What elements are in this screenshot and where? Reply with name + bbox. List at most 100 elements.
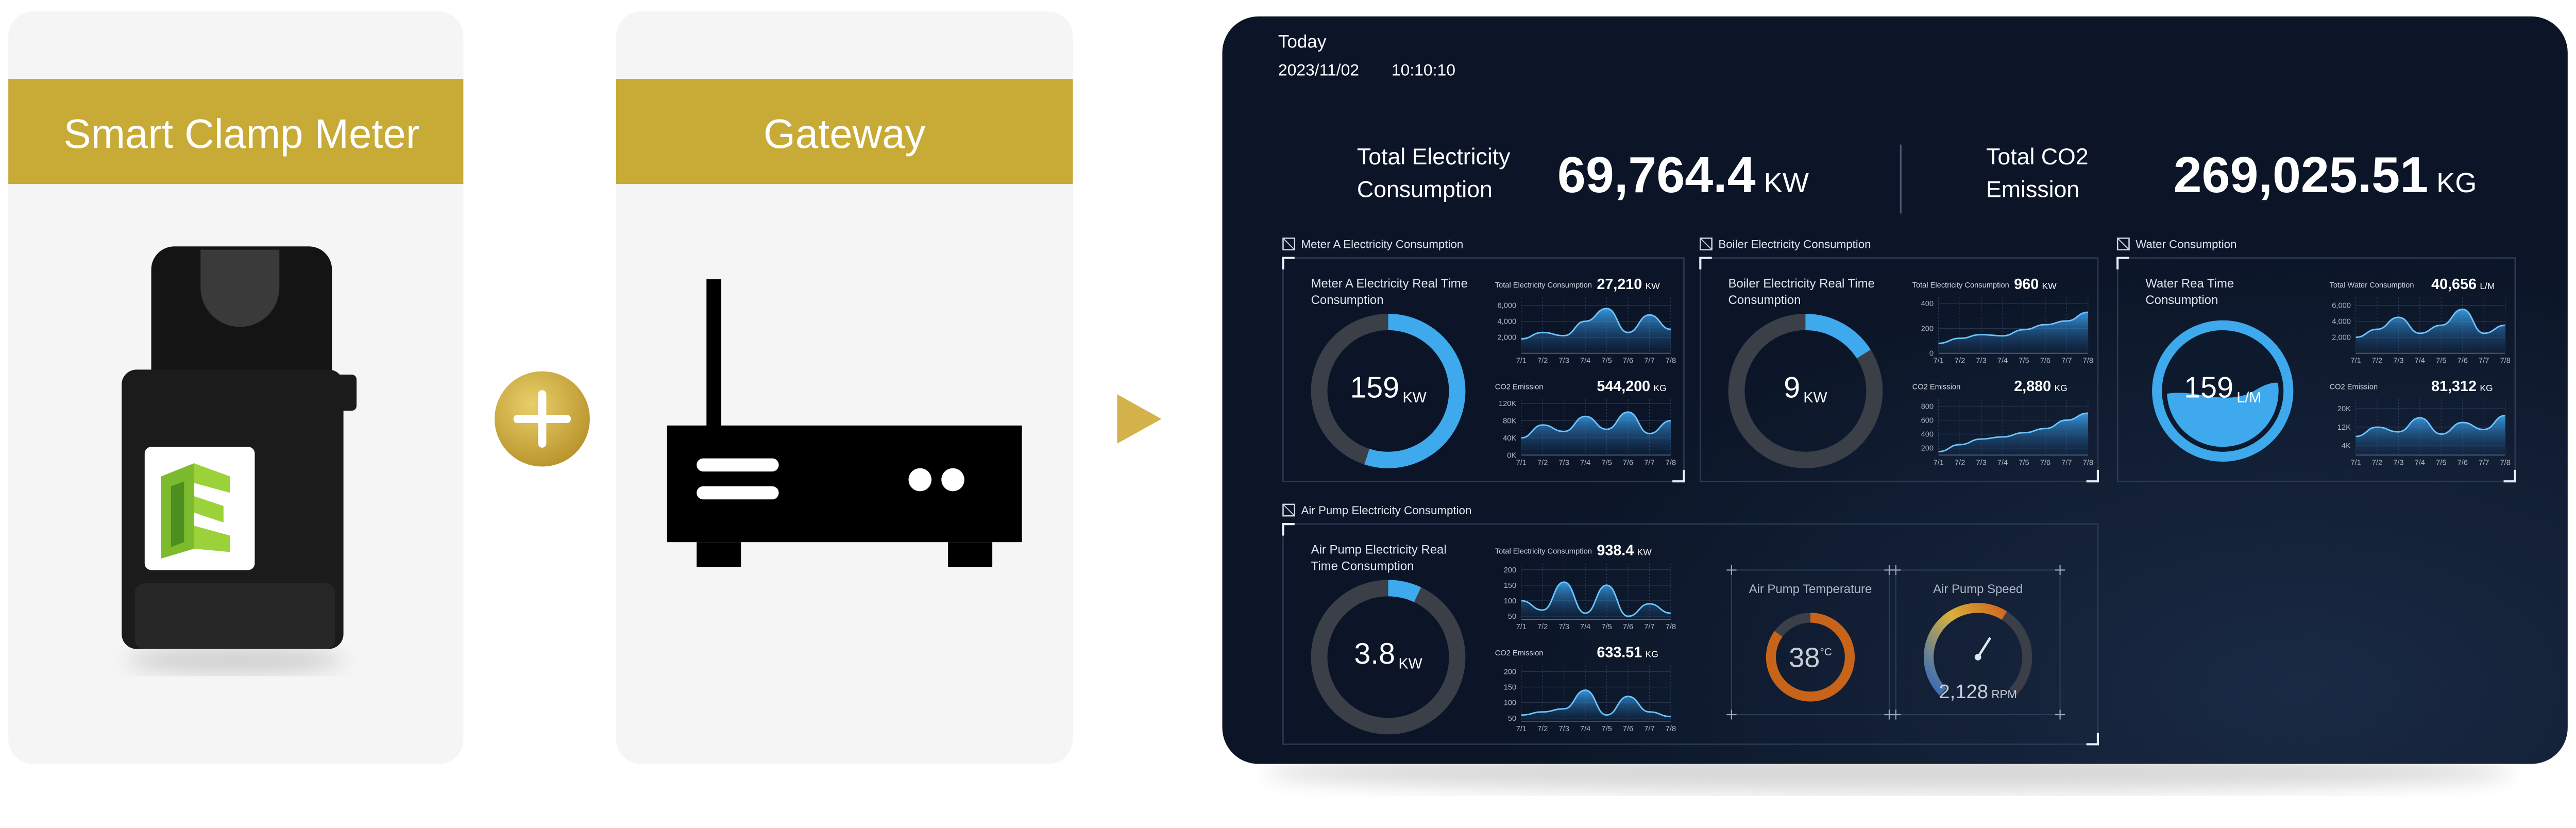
card-title: Smart Clamp Meter	[63, 111, 419, 157]
gauge-box-corner	[1726, 709, 1737, 720]
gauge-number: 3.8	[1354, 637, 1395, 670]
x-tick-label: 7/8	[2500, 459, 2510, 467]
x-tick-label: 7/2	[1537, 459, 1548, 467]
gauge-box-corner	[1891, 709, 1901, 720]
gauge-label: Boiler Electricity Real Time	[1728, 277, 1875, 291]
x-tick-label: 7/7	[2061, 459, 2072, 467]
x-tick-label: 7/7	[1644, 725, 1654, 733]
x-tick-label: 7/7	[1644, 623, 1654, 631]
plus-sign	[513, 390, 571, 448]
gauge-label: Meter A Electricity Real Time	[1311, 277, 1468, 291]
x-tick-label: 7/7	[2479, 459, 2489, 467]
x-tick-label: 7/3	[1976, 459, 1986, 467]
total-unit: KG	[2436, 167, 2477, 198]
y-tick-label: 80K	[1503, 417, 1516, 426]
chart-unit: KG	[2054, 383, 2067, 393]
x-tick-label: 7/1	[1933, 357, 1943, 365]
chart-area	[2355, 309, 2505, 353]
panel-title: Air Pump Electricity Consumption	[1301, 504, 1472, 517]
gauge-unit: KW	[1402, 390, 1426, 406]
gauge-title: Air Pump Speed	[1933, 582, 2023, 596]
x-tick-label: 7/3	[1558, 459, 1569, 467]
chart-label: Total Electricity Consumption	[1495, 281, 1592, 290]
y-tick-label: 150	[1504, 582, 1516, 590]
x-tick-label: 7/2	[1537, 623, 1548, 631]
x-tick-label: 7/2	[2372, 459, 2382, 467]
y-tick-label: 400	[1921, 431, 1934, 439]
x-tick-label: 7/6	[1623, 725, 1633, 733]
chart-label: Total Water Consumption	[2330, 281, 2414, 290]
x-tick-label: 7/4	[2415, 459, 2425, 467]
x-tick-label: 7/3	[1976, 357, 1986, 365]
today-label: Today	[1278, 31, 1327, 52]
chart-area	[1938, 413, 2088, 455]
gauge-box-corner	[2055, 709, 2065, 720]
y-tick-label: 6,000	[2332, 302, 2351, 310]
x-tick-label: 7/2	[1537, 357, 1548, 365]
y-tick-label: 6,000	[1498, 302, 1517, 310]
x-tick-label: 7/4	[2415, 357, 2425, 365]
panel-border	[2116, 257, 2516, 482]
chart-label: Total Electricity Consumption	[1495, 548, 1592, 556]
panel-corner	[2116, 257, 2516, 483]
gauge-number: 159	[2184, 371, 2233, 404]
total-number: 269,025.51	[2174, 146, 2429, 203]
chart-line	[1938, 412, 2088, 452]
gauge-number: 159	[1350, 371, 1399, 404]
y-tick-label: 50	[1508, 613, 1516, 621]
chart-value: 960 KW	[2014, 276, 2057, 293]
gauge-label: Consumption	[1728, 293, 1801, 307]
gauge-label: Water Rea Time	[2145, 277, 2234, 291]
chart-unit: L/M	[2480, 281, 2495, 291]
x-tick-label: 7/8	[1666, 623, 1676, 631]
dashboard-content: Total Electricity Consumption 69,764.4 KW To…	[1282, 144, 2516, 746]
x-tick-label: 7/8	[1666, 357, 1676, 365]
chart-line	[2355, 414, 2505, 437]
x-tick-label: 7/5	[1601, 459, 1612, 467]
chart-area	[1521, 690, 1671, 721]
y-tick-label: 4,000	[2332, 318, 2351, 326]
gauge-box-corner	[1891, 565, 1901, 575]
card-band	[616, 79, 1073, 184]
chart-value: 544,200 KG	[1597, 378, 1666, 395]
x-tick-label: 7/4	[1580, 623, 1590, 631]
panel-icon	[1282, 503, 1296, 517]
y-tick-label: 200	[1504, 668, 1516, 676]
x-tick-label: 7/5	[2019, 459, 2029, 467]
x-tick-label: 7/5	[1601, 623, 1612, 631]
x-tick-label: 7/2	[1537, 725, 1548, 733]
gauge-box-corner	[1726, 565, 1737, 575]
x-tick-label: 7/7	[1644, 459, 1654, 467]
panel-corner	[1699, 257, 2099, 483]
x-tick-label: 7/1	[1516, 357, 1527, 365]
gauge-label: Air Pump Electricity Real	[1311, 543, 1447, 557]
gauge-arc	[1805, 314, 1871, 359]
y-tick-label: 20K	[2337, 405, 2351, 413]
panel-corner	[1282, 523, 2099, 746]
total-label: Total Electricity	[1357, 144, 1511, 170]
y-tick-label: 120K	[1499, 400, 1516, 408]
x-tick-label: 7/3	[2393, 459, 2403, 467]
chart-number: 2,880	[2014, 378, 2051, 395]
panel-title: Boiler Electricity Consumption	[1718, 238, 1871, 250]
x-tick-label: 7/5	[1601, 725, 1612, 733]
panel-border	[1700, 257, 2099, 482]
chart-area	[2355, 415, 2505, 455]
chart-value: 40,656 L/M	[2431, 276, 2495, 293]
x-tick-label: 7/5	[2436, 357, 2446, 365]
chart-number: 544,200	[1597, 378, 1650, 395]
chart-label: CO2 Emission	[1495, 649, 1544, 657]
gauge-value: 159 KW	[1350, 371, 1426, 407]
card-title: Gateway	[764, 111, 926, 157]
card-band	[8, 79, 464, 184]
total-label: Consumption	[1357, 177, 1493, 202]
chart-unit: KG	[1646, 649, 1658, 659]
chart-number: 27,210	[1597, 276, 1642, 293]
x-tick-label: 7/2	[2372, 357, 2382, 365]
gauge-unit: KW	[1803, 390, 1827, 406]
gauge-number: 38	[1789, 643, 1820, 673]
gauge-value: 159 L/M	[2184, 371, 2261, 407]
x-tick-label: 7/7	[2061, 357, 2072, 365]
gauge-unit: KW	[1398, 656, 1422, 672]
